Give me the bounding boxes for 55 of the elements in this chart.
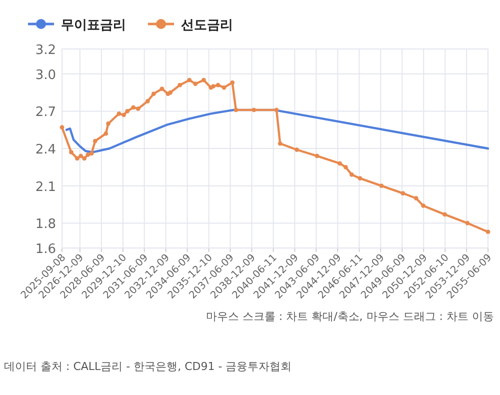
point xyxy=(486,230,490,234)
point xyxy=(400,191,406,196)
point xyxy=(234,108,238,112)
point xyxy=(116,111,122,116)
point xyxy=(60,125,64,130)
point xyxy=(211,84,216,89)
point xyxy=(222,85,226,90)
point xyxy=(78,154,84,158)
y-tick-label: 2.1 xyxy=(35,180,56,195)
point xyxy=(92,138,98,144)
point xyxy=(69,150,74,154)
point xyxy=(145,99,150,104)
y-tick-label: 1.6 xyxy=(35,242,56,257)
point xyxy=(187,78,192,82)
point xyxy=(414,196,418,200)
point xyxy=(104,131,108,136)
y-tick-label: 1.8 xyxy=(35,217,56,232)
point xyxy=(201,78,206,82)
point xyxy=(216,82,220,88)
y-tick-label: 3.2 xyxy=(35,43,56,58)
point xyxy=(160,86,164,91)
point xyxy=(338,161,342,166)
text: 데이터 출처 : CALL금리 - 한국은행, CD91 - 금융투자협회 xyxy=(4,360,292,373)
text: 마우스 스크롤 : 차트 확대/축소, 마우스 드래그 : 차트 이동 xyxy=(206,310,494,323)
point xyxy=(125,108,130,114)
point xyxy=(168,90,172,95)
legend-label: 선도금리 xyxy=(181,18,233,33)
point xyxy=(131,105,136,110)
point xyxy=(278,141,282,146)
point xyxy=(106,121,110,126)
point xyxy=(151,92,156,96)
point xyxy=(358,176,362,181)
point xyxy=(86,152,90,157)
point xyxy=(343,164,348,170)
point xyxy=(349,172,354,177)
point xyxy=(421,204,426,208)
point xyxy=(136,106,140,111)
point xyxy=(178,82,182,88)
point xyxy=(122,112,126,118)
point xyxy=(379,184,384,188)
point xyxy=(193,82,198,86)
y-tick-label: 3.0 xyxy=(35,68,56,83)
point xyxy=(465,220,470,226)
point xyxy=(75,156,80,161)
legend-label: 무이표금리 xyxy=(61,18,126,33)
point xyxy=(230,80,235,85)
y-tick-label: 2.7 xyxy=(35,105,56,120)
point xyxy=(294,148,300,152)
point xyxy=(274,108,279,112)
y-tick-label: 2.4 xyxy=(35,142,56,158)
point xyxy=(442,212,447,217)
point xyxy=(314,154,320,158)
point xyxy=(252,108,256,112)
point xyxy=(82,156,87,161)
point xyxy=(89,151,94,156)
